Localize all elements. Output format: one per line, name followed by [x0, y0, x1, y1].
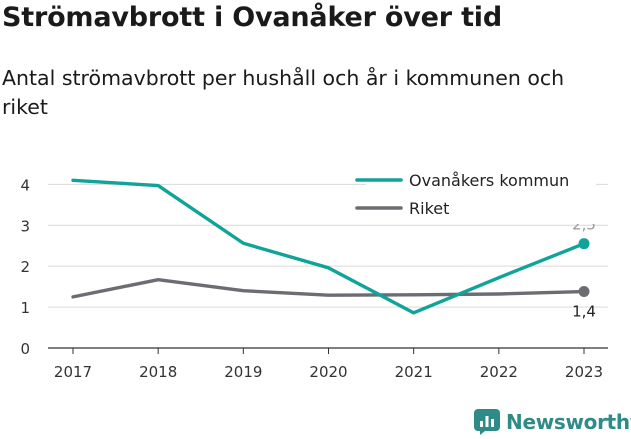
y-tick-label: 1 — [20, 299, 30, 317]
x-tick-label: 2017 — [54, 363, 92, 381]
x-tick-label: 2023 — [565, 363, 603, 381]
bar-chart-icon — [474, 409, 500, 435]
series-end-point — [578, 286, 590, 298]
y-tick-label: 0 — [20, 340, 30, 358]
series-line — [71, 277, 586, 299]
x-tick-label: 2018 — [139, 363, 177, 381]
series-line — [71, 178, 586, 315]
legend-label: Ovanåkers kommun — [409, 171, 569, 190]
legend: Ovanåkers kommun Riket — [355, 171, 596, 224]
newsworthy-logo: Newsworthy — [474, 407, 631, 437]
x-tick-label: 2019 — [224, 363, 262, 381]
series-end-label: 1,4 — [572, 303, 596, 321]
x-tick-label: 2022 — [480, 363, 518, 381]
brand-name: Newsworthy — [506, 410, 631, 434]
chart-subtitle: Antal strömavbrott per hushåll och år i … — [2, 66, 565, 119]
series-lines: 1,42,5 — [71, 178, 596, 321]
y-tick-label: 3 — [20, 217, 30, 235]
legend-label: Riket — [409, 199, 449, 218]
x-tick-label: 2020 — [309, 363, 347, 381]
legend-bg — [366, 174, 596, 196]
x-tick-label: 2021 — [395, 363, 433, 381]
series-end-point — [578, 238, 590, 250]
y-tick-label: 4 — [20, 176, 30, 194]
chart-title: Strömavbrott i Ovanåker över tid — [2, 2, 502, 33]
legend-bg — [366, 202, 596, 224]
y-axis-labels: 0 1 2 3 4 — [20, 176, 30, 358]
y-tick-label: 2 — [20, 258, 30, 276]
x-axis: 2017 2018 2019 2020 2021 2022 2023 — [54, 348, 603, 381]
